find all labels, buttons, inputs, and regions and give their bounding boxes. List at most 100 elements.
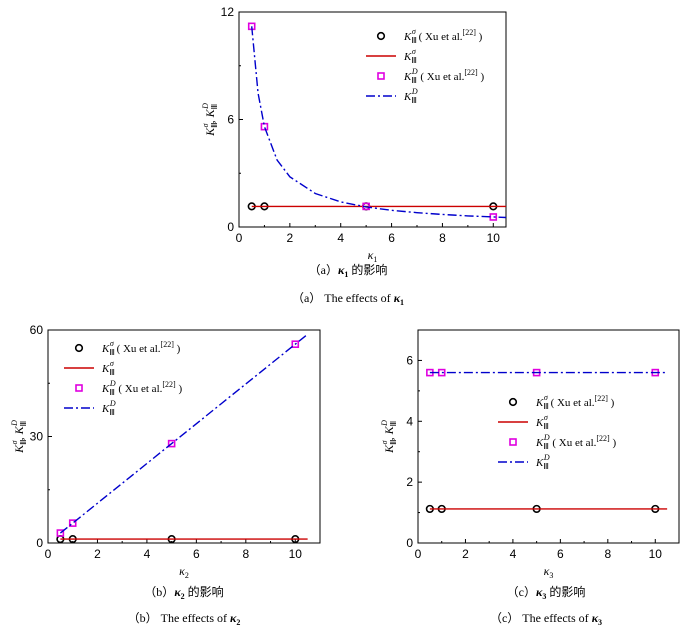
x-tick-label: 6 <box>388 231 395 245</box>
legend-label: KⅢD <box>535 453 550 471</box>
legend-k: K <box>535 397 544 409</box>
x-label-symbol: κ <box>179 564 185 578</box>
legend-xu-text: ( Xu et al. <box>550 437 597 449</box>
legend-k-sub: Ⅲ <box>109 368 115 377</box>
caption-cn-sym: κ <box>174 585 181 599</box>
y-axis-label: KⅢσ, KⅢD <box>10 420 28 454</box>
legend-label: KⅢD ( Xu et al.[22] ) <box>403 67 484 85</box>
y-label-sub: Ⅲ <box>210 104 219 110</box>
x-tick-label: 4 <box>510 547 517 561</box>
legend-k-sup: D <box>109 379 116 388</box>
legend-k-sub: Ⅲ <box>543 442 549 451</box>
y-label-sub: Ⅲ <box>210 122 219 128</box>
caption-en-sub: 2 <box>236 618 240 627</box>
legend-k: K <box>535 417 544 429</box>
y-label-sup: σ <box>10 439 19 444</box>
y-label-sub: Ⅲ <box>19 421 28 427</box>
caption-en: （c） The effects of κ3 <box>490 611 602 627</box>
legend-label: KⅢD ( Xu et al.[22] ) <box>535 433 616 451</box>
x-axis-label: κ1 <box>368 248 378 264</box>
legend-k-sub: Ⅲ <box>543 402 549 411</box>
legend-close: ) <box>476 31 483 43</box>
legend-k-sup: σ <box>412 27 417 36</box>
legend-label: KⅢσ <box>403 47 417 65</box>
y-label-sup: σ <box>380 439 389 444</box>
y-label-sub: Ⅲ <box>19 439 28 445</box>
caption-cn-sub: 1 <box>344 270 348 279</box>
x-label-subscript: 3 <box>549 571 553 580</box>
data-point-square <box>260 122 269 131</box>
legend-ref: [22] <box>162 380 176 389</box>
x-tick-label: 8 <box>242 547 249 561</box>
legend-k-sup: σ <box>110 359 115 368</box>
x-tick-label: 6 <box>557 547 564 561</box>
legend-k-sup: D <box>543 453 550 462</box>
y-tick-label: 30 <box>30 430 44 444</box>
y-label-symbol: K <box>203 108 217 118</box>
x-label-subscript: 2 <box>185 571 189 580</box>
legend-label: KⅢσ <box>535 413 549 431</box>
legend-k-sup: D <box>543 433 550 442</box>
x-label-symbol: κ <box>368 248 374 262</box>
legend-k-sub: Ⅲ <box>109 388 115 397</box>
x-axis-label: κ3 <box>544 564 554 580</box>
y-tick-label: 6 <box>227 113 234 127</box>
legend-k: K <box>535 457 544 469</box>
series-2 <box>56 340 300 537</box>
x-axis-label: κ2 <box>179 564 189 580</box>
legend-close: ) <box>176 383 183 395</box>
legend-k-sup: D <box>411 67 418 76</box>
legend-label: KⅢσ <box>101 359 115 377</box>
legend-xu-text: ( Xu et al. <box>548 397 595 409</box>
y-tick-label: 60 <box>30 323 44 337</box>
x-tick-label: 0 <box>45 547 52 561</box>
x-tick-label: 8 <box>604 547 611 561</box>
data-point-square <box>291 340 300 349</box>
y-label-sub: Ⅲ <box>389 421 398 427</box>
y-axis-label: KⅢσ, KⅢD <box>201 103 219 137</box>
legend-label: KⅢσ ( Xu et al.[22] ) <box>403 27 483 45</box>
legend-k-sup: σ <box>544 413 549 422</box>
caption-cn-sym: κ <box>536 585 543 599</box>
caption-en-sub: 3 <box>598 618 602 627</box>
caption-en-sub: 1 <box>400 298 404 307</box>
x-tick-label: 0 <box>415 547 422 561</box>
x-tick-label: 4 <box>337 231 344 245</box>
plot-frame <box>238 11 507 228</box>
x-label-symbol: κ <box>544 564 550 578</box>
x-label-subscript: 1 <box>373 255 377 264</box>
legend-label: KⅢD <box>403 87 418 105</box>
legend-k-sub: Ⅲ <box>109 408 115 417</box>
x-tick-label: 8 <box>439 231 446 245</box>
caption-en-sym: κ <box>394 291 401 305</box>
y-label-sep: , <box>382 434 396 440</box>
caption-cn-pre: （a） <box>309 263 338 277</box>
caption-en-pre: （b） The effects of <box>128 611 230 625</box>
y-label-sep: , <box>203 117 217 123</box>
y-tick-label: 12 <box>221 5 235 19</box>
caption-cn-sub: 2 <box>181 592 185 601</box>
legend-label: KⅢσ ( Xu et al.[22] ) <box>535 393 615 411</box>
legend-k: K <box>535 437 544 449</box>
legend-k: K <box>403 31 412 43</box>
caption-cn-pre: （b） <box>144 585 174 599</box>
y-label-sep: , <box>12 434 26 440</box>
legend-k: K <box>403 71 412 83</box>
legend-xu-text: ( Xu et al. <box>416 31 463 43</box>
data-point-square <box>167 439 176 448</box>
legend-k: K <box>101 383 110 395</box>
series-2 <box>247 22 498 221</box>
legend-k: K <box>101 343 110 355</box>
y-label-sub: Ⅲ <box>389 439 398 445</box>
caption-cn-post: 的影响 <box>546 584 585 599</box>
legend-k-sup: D <box>109 399 116 408</box>
legend-k-sub: Ⅲ <box>411 76 417 85</box>
y-axis-label: KⅢσ, KⅢD <box>380 420 398 454</box>
y-tick-label: 4 <box>406 414 413 428</box>
legend-label: KⅢD <box>101 399 116 417</box>
legend-label: KⅢD ( Xu et al.[22] ) <box>101 379 182 397</box>
legend-close: ) <box>610 437 617 449</box>
